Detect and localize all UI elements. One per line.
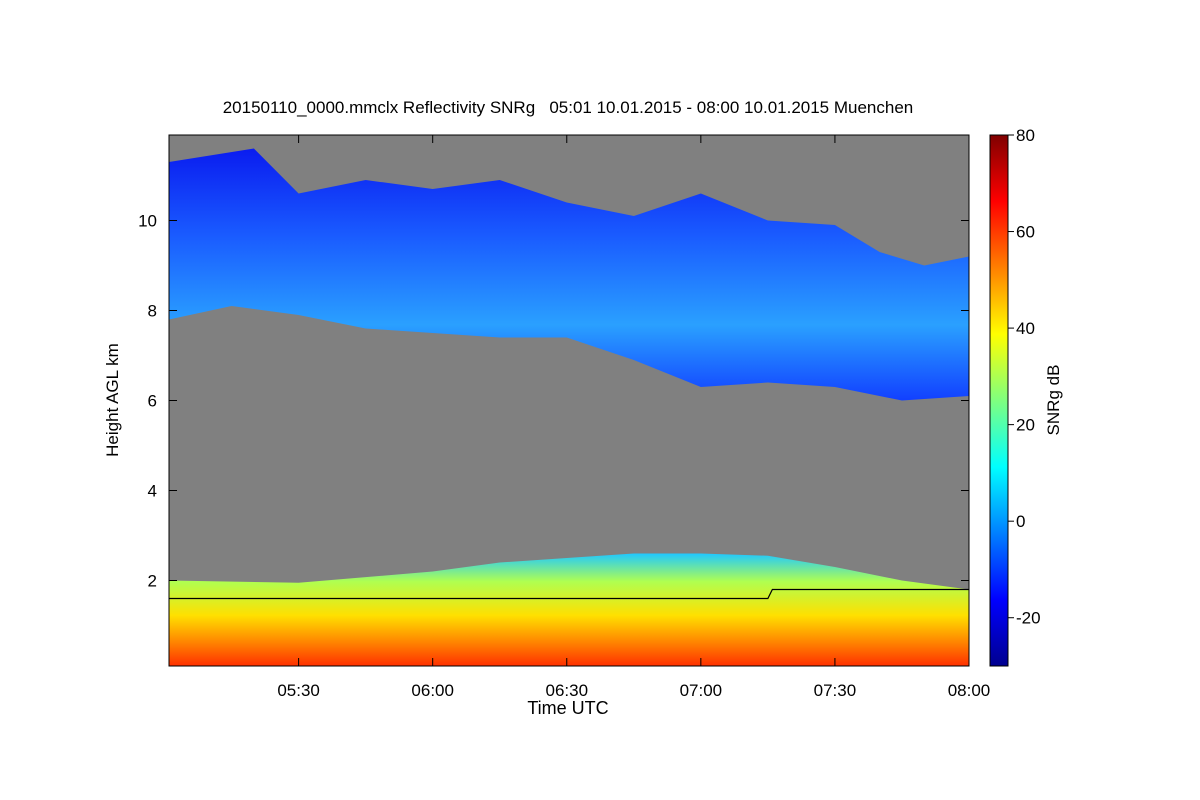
colorbar <box>989 134 1009 667</box>
colorbar-tick-label: 0 <box>1016 512 1025 531</box>
y-axis-label: Height AGL km <box>103 343 122 457</box>
x-tick-label: 07:00 <box>680 681 723 700</box>
y-axis: 2 4 6 8 10 <box>138 212 969 591</box>
x-axis: 05:30 06:00 06:30 07:00 07:30 08:00 <box>277 135 990 700</box>
y-tick-label: 10 <box>138 212 157 231</box>
x-axis-label: Time UTC <box>527 698 609 718</box>
x-tick-label: 07:30 <box>814 681 857 700</box>
colorbar-label: SNRg dB <box>1044 364 1063 436</box>
chart-title: 20150110_0000.mmclx Reflectivity SNRg 05… <box>222 98 914 117</box>
colorbar-tick-label: -20 <box>1016 609 1041 628</box>
y-tick-label: 8 <box>148 302 157 321</box>
colorbar-tick-label: 20 <box>1016 416 1035 435</box>
y-tick-label: 6 <box>148 392 157 411</box>
ice-cloud-band <box>169 148 969 401</box>
x-tick-label: 06:00 <box>411 681 454 700</box>
reflectivity-layer <box>169 148 969 666</box>
x-tick-label: 05:30 <box>277 681 320 700</box>
y-tick-label: 4 <box>148 482 157 501</box>
colorbar-axis: -20 0 20 40 60 80 <box>1008 126 1041 628</box>
colorbar-tick-label: 80 <box>1016 126 1035 145</box>
y-tick-label: 2 <box>148 572 157 591</box>
colorbar-tick-label: 60 <box>1016 223 1035 242</box>
x-tick-label: 08:00 <box>948 681 991 700</box>
colorbar-tick-label: 40 <box>1016 319 1035 338</box>
x-tick-label: 06:30 <box>545 681 588 700</box>
black-reference-line <box>169 588 969 600</box>
boundary-layer-echo <box>169 553 969 666</box>
